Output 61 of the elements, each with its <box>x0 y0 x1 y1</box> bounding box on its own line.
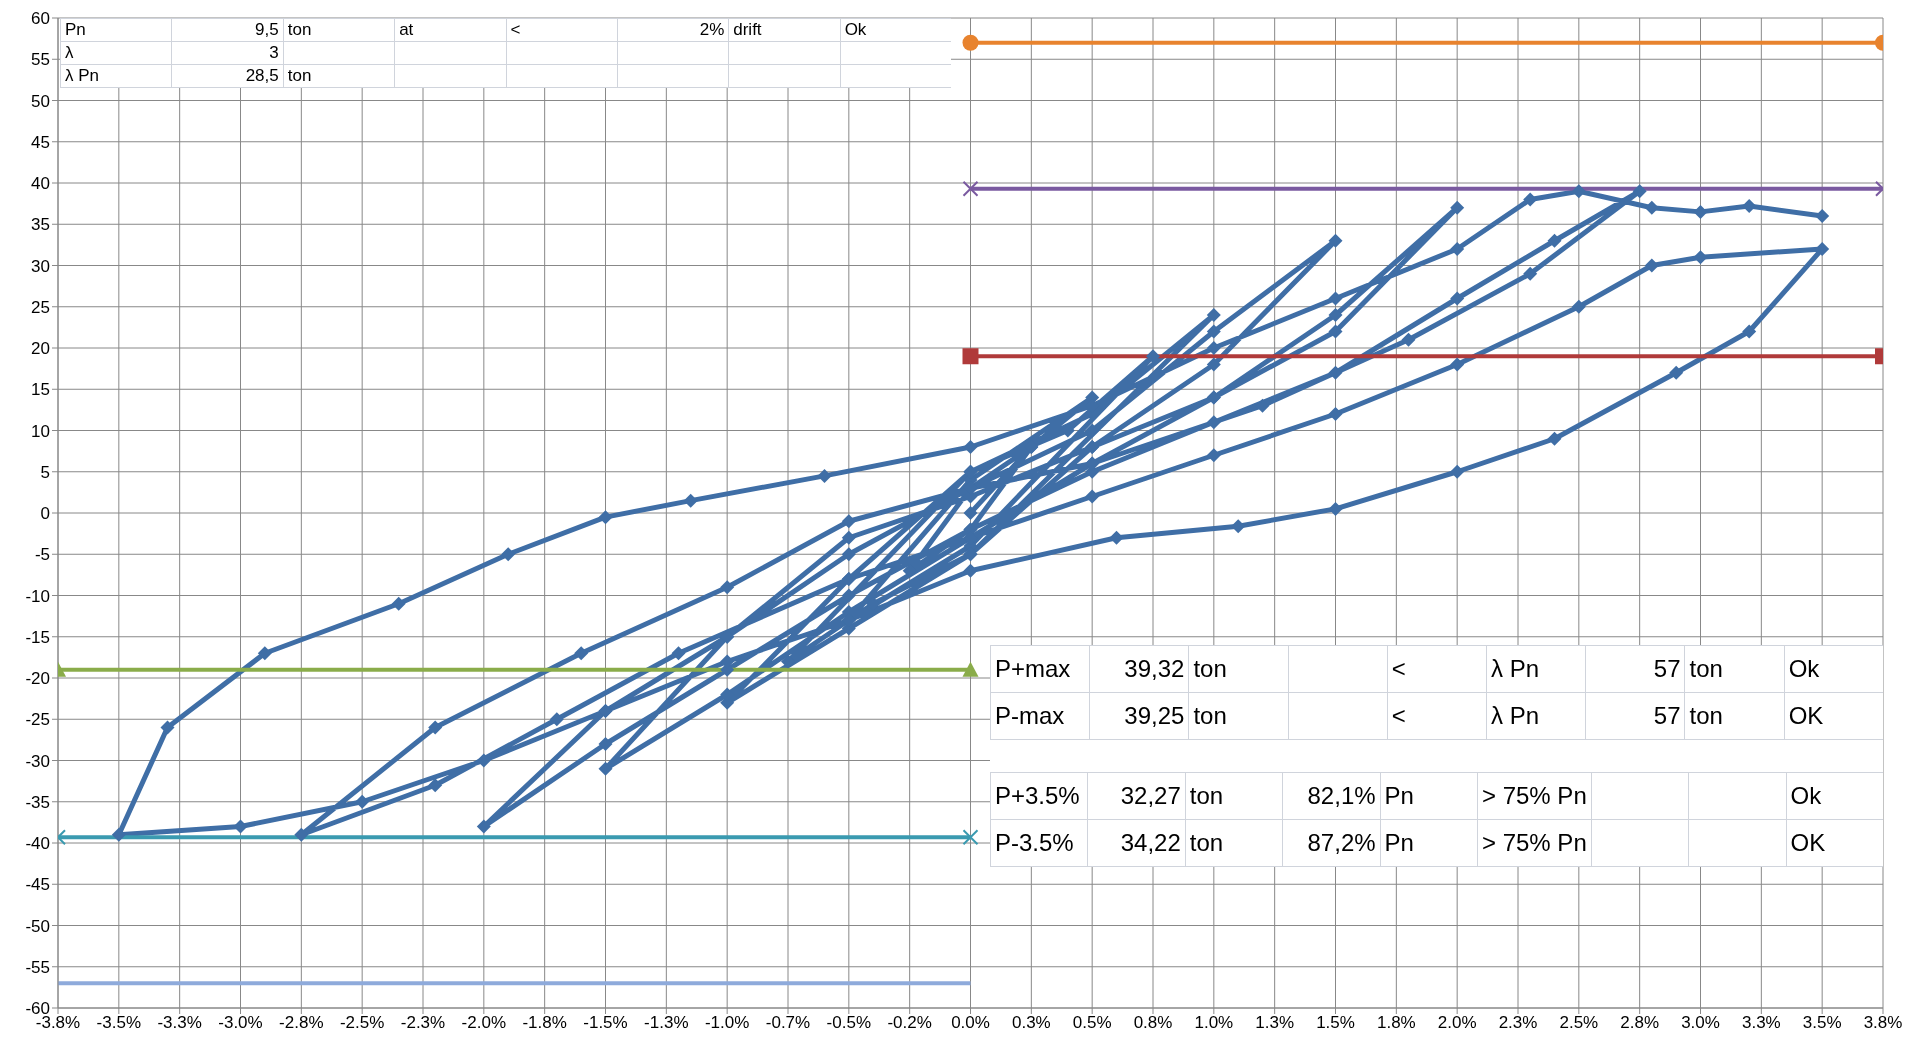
y-tick-label: 30 <box>31 256 50 276</box>
x-tick-label: 3.8% <box>1863 1013 1903 1033</box>
y-tick-label: -35 <box>25 792 50 812</box>
y-tick-label: -5 <box>34 545 50 565</box>
text: P-3.5% 34,22 ton 87,2% Pn > 75% Pn OK <box>994 829 1826 857</box>
x-tick-label: 0.3% <box>1011 1013 1051 1033</box>
text: λ Pn 28,5 ton <box>65 66 312 85</box>
x-tick-label: 2.0% <box>1437 1013 1477 1033</box>
x-tick-label: 3.0% <box>1681 1013 1720 1033</box>
y-tick-label: -10 <box>25 586 50 606</box>
x-tick-label: -1.5% <box>583 1013 628 1033</box>
y-tick-label: 45 <box>31 132 50 152</box>
x-tick-label: -2.8% <box>279 1013 324 1033</box>
y-tick-label: 10 <box>31 421 50 441</box>
x-tick-label: 3.3% <box>1741 1013 1781 1033</box>
x-tick-label: -3.3% <box>157 1013 202 1033</box>
y-tick-label: 5 <box>40 462 50 482</box>
x-tick-label: -1.0% <box>704 1013 750 1033</box>
y-tick-label: 0 <box>40 504 50 524</box>
y-tick-label: 50 <box>31 91 50 111</box>
x-tick-label: -1.8% <box>522 1013 567 1033</box>
x-tick-label: -3.0% <box>218 1013 263 1033</box>
x-tick-label: 0.0% <box>951 1013 990 1033</box>
y-tick-label: 55 <box>31 50 50 70</box>
x-tick-label: -2.5% <box>339 1013 385 1033</box>
text: λ 3 <box>65 43 279 62</box>
x-tick-label: -0.5% <box>826 1013 872 1033</box>
x-tick-label: 1.8% <box>1376 1013 1416 1033</box>
x-tick-label: 1.5% <box>1316 1013 1355 1033</box>
text: P+max 39,32 ton < λ Pn 57 ton Ok <box>994 655 1820 682</box>
text: P+3.5% 32,27 ton 82,1% Pn > 75% Pn Ok <box>994 782 1822 810</box>
x-tick-label: 0.5% <box>1072 1013 1112 1033</box>
y-tick-label: -40 <box>25 834 50 854</box>
y-tick-label: 40 <box>31 174 50 194</box>
x-tick-label: 2.8% <box>1620 1013 1660 1033</box>
y-tick-label: 35 <box>31 215 50 235</box>
x-tick-label: 0.8% <box>1133 1013 1173 1033</box>
y-tick-label: 25 <box>31 297 50 317</box>
y-tick-label: -30 <box>25 751 50 771</box>
text: P-max 39,25 ton < λ Pn 57 ton OK <box>994 702 1824 729</box>
y-tick-label: 20 <box>31 339 50 359</box>
y-tick-label: -50 <box>25 916 50 936</box>
x-tick-label: 2.3% <box>1498 1013 1538 1033</box>
x-tick-label: -3.5% <box>96 1013 142 1033</box>
x-tick-label: -1.3% <box>644 1013 689 1033</box>
y-tick-label: -25 <box>25 710 50 730</box>
y-tick-label: 60 <box>31 9 50 29</box>
y-tick-label: -45 <box>25 875 50 895</box>
x-tick-label: -2.0% <box>461 1013 507 1033</box>
y-tick-label: 15 <box>31 380 50 400</box>
y-tick-label: -20 <box>25 669 50 689</box>
y-tick-label: -15 <box>25 627 50 647</box>
x-tick-label: 2.5% <box>1559 1013 1599 1033</box>
x-tick-label: -0.2% <box>887 1013 932 1033</box>
x-tick-label: 3.5% <box>1802 1013 1842 1033</box>
y-tick-label: -55 <box>25 957 50 977</box>
x-tick-label: 1.0% <box>1194 1013 1234 1033</box>
x-tick-label: -2.3% <box>400 1013 446 1033</box>
x-tick-label: 1.3% <box>1255 1013 1295 1033</box>
text: Pn 9,5 ton at < 2% drift Ok <box>65 20 867 39</box>
x-tick-label: -0.7% <box>765 1013 811 1033</box>
